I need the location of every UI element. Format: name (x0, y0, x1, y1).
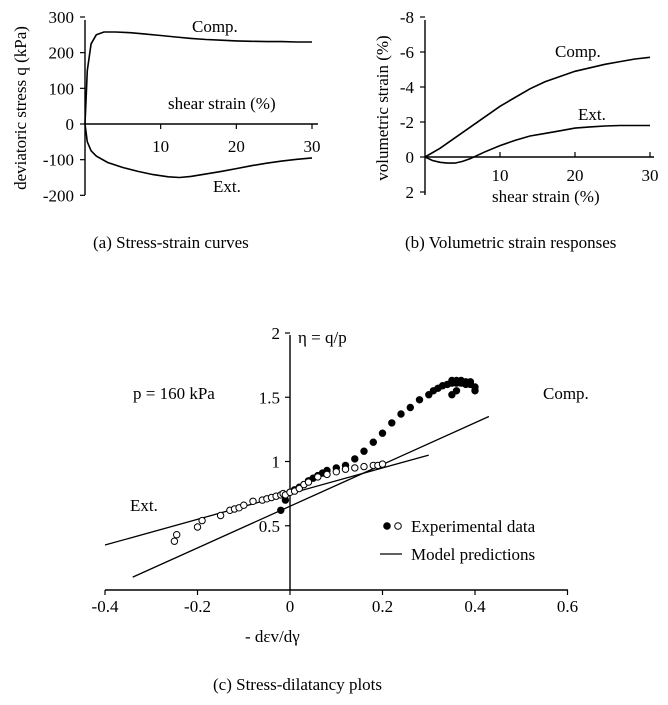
data-point-comp (369, 438, 377, 446)
data-point-ext (216, 511, 225, 520)
series-label-ext-b: Ext. (578, 105, 606, 124)
ytick-label-b: -8 (400, 8, 414, 27)
data-point-ext (314, 473, 322, 481)
series-line-b-ext (424, 124, 650, 164)
ylabel-a: deviatoric stress q (kPa) (11, 26, 30, 190)
data-point-comp (277, 506, 285, 514)
data-point-comp (397, 410, 405, 418)
data-point-ext (173, 531, 181, 539)
data-point-comp (471, 387, 479, 395)
series-label-comp-b: Comp. (555, 42, 601, 61)
ytick-label-b: -6 (400, 43, 414, 62)
ytick-label-a: 300 (49, 8, 75, 27)
series-line-b-comp (424, 56, 651, 158)
ytick-label-a: -100 (43, 151, 74, 170)
data-point-ext (323, 470, 331, 479)
xtick-label-c: 0.2 (372, 597, 393, 616)
xtick-label-a: 10 (152, 137, 169, 156)
data-point-comp (388, 419, 396, 427)
ytick-label-b: -2 (400, 113, 414, 132)
xtick-label-a: 30 (304, 137, 321, 156)
xtick-label-a: 20 (228, 137, 245, 156)
data-point-comp (425, 391, 433, 399)
data-point-comp (378, 429, 387, 437)
data-point-ext (360, 462, 368, 471)
caption-b: (b) Volumetric strain responses (405, 233, 616, 252)
data-point-comp (466, 378, 475, 386)
caption-a: (a) Stress-strain curves (93, 233, 249, 252)
xtick-label-c: 0 (286, 597, 295, 616)
data-point-comp (406, 403, 414, 412)
ytick-label-b: -4 (400, 78, 415, 97)
data-point-ext (240, 501, 248, 509)
data-point-ext (351, 464, 359, 472)
ylabel-b: volumetric strain (%) (373, 35, 392, 180)
data-point-comp (415, 396, 424, 404)
ytick-label-a: -200 (43, 186, 74, 205)
data-point-comp (452, 387, 461, 395)
data-point-comp (360, 447, 368, 455)
series-line-a-ext (84, 123, 313, 179)
legend-label-model: Model predictions (411, 545, 535, 564)
data-point-ext (170, 537, 179, 545)
ytick-label-a: 0 (66, 115, 75, 134)
data-point-ext (341, 465, 350, 473)
xtick-label-c: 0.6 (557, 597, 578, 616)
ytick-label-c: 0.5 (259, 517, 280, 536)
ytick-label-c: 1.5 (259, 388, 280, 407)
series-label-comp-a: Comp. (192, 17, 238, 36)
legend-label-experimental: Experimental data (411, 517, 536, 536)
legend-open-marker (394, 522, 402, 530)
xtick-label-b: 10 (492, 166, 509, 185)
data-point-ext (378, 460, 387, 468)
data-point-ext (249, 497, 257, 505)
annotation-c: p = 160 kPa (133, 384, 215, 403)
data-point-ext (198, 516, 206, 525)
xtick-label-c: -0.2 (184, 597, 211, 616)
series-label-comp-c: Comp. (543, 384, 589, 403)
ytick-label-c: 2 (272, 324, 281, 343)
data-point-ext (304, 478, 313, 486)
ytick-label-c: 1 (272, 453, 281, 472)
data-point-comp (448, 391, 456, 399)
xlabel-b: shear strain (%) (492, 187, 600, 206)
panel-c-stress-dilatancy: 0.5 1 1.5 2 -0.4 -0.2 0 0.2 0.4 0.6 η = q/p - dεv… (92, 324, 589, 694)
series-label-ext-a: Ext. (213, 177, 241, 196)
model-line-comp (132, 415, 490, 578)
series-line-a-comp (84, 31, 312, 125)
data-point-ext (332, 468, 340, 476)
xlabel-a: shear strain (%) (168, 94, 276, 113)
caption-c: (c) Stress-dilatancy plots (213, 675, 382, 694)
ytick-label-b: 0 (406, 148, 415, 167)
ytick-label-a: 100 (49, 79, 75, 98)
xtick-label-c: 0.4 (464, 597, 486, 616)
data-point-comp (351, 455, 359, 463)
xtick-label-b: 30 (642, 166, 659, 185)
xtick-label-c: -0.4 (92, 597, 119, 616)
data-point-ext (295, 484, 303, 493)
panel-b-volumetric-strain: volumetric strain (%) 20-2-4-6-810 20 30 s… (373, 8, 659, 252)
series-label-ext-c: Ext. (130, 496, 158, 515)
ytick-label-b: 2 (406, 183, 415, 202)
xtick-label-b: 20 (567, 166, 584, 185)
panel-a-stress-strain: deviatoric stress q (kPa) -200 -100 0 100 20… (11, 8, 321, 252)
legend-filled-marker (383, 522, 391, 530)
xlabel-c: - dεv/dγ (245, 627, 300, 646)
ylabel-c: η = q/p (298, 328, 347, 347)
data-point-ext (193, 523, 202, 531)
ytick-label-a: 200 (49, 44, 75, 63)
legend-c: Experimental data Model predictions (380, 517, 536, 564)
